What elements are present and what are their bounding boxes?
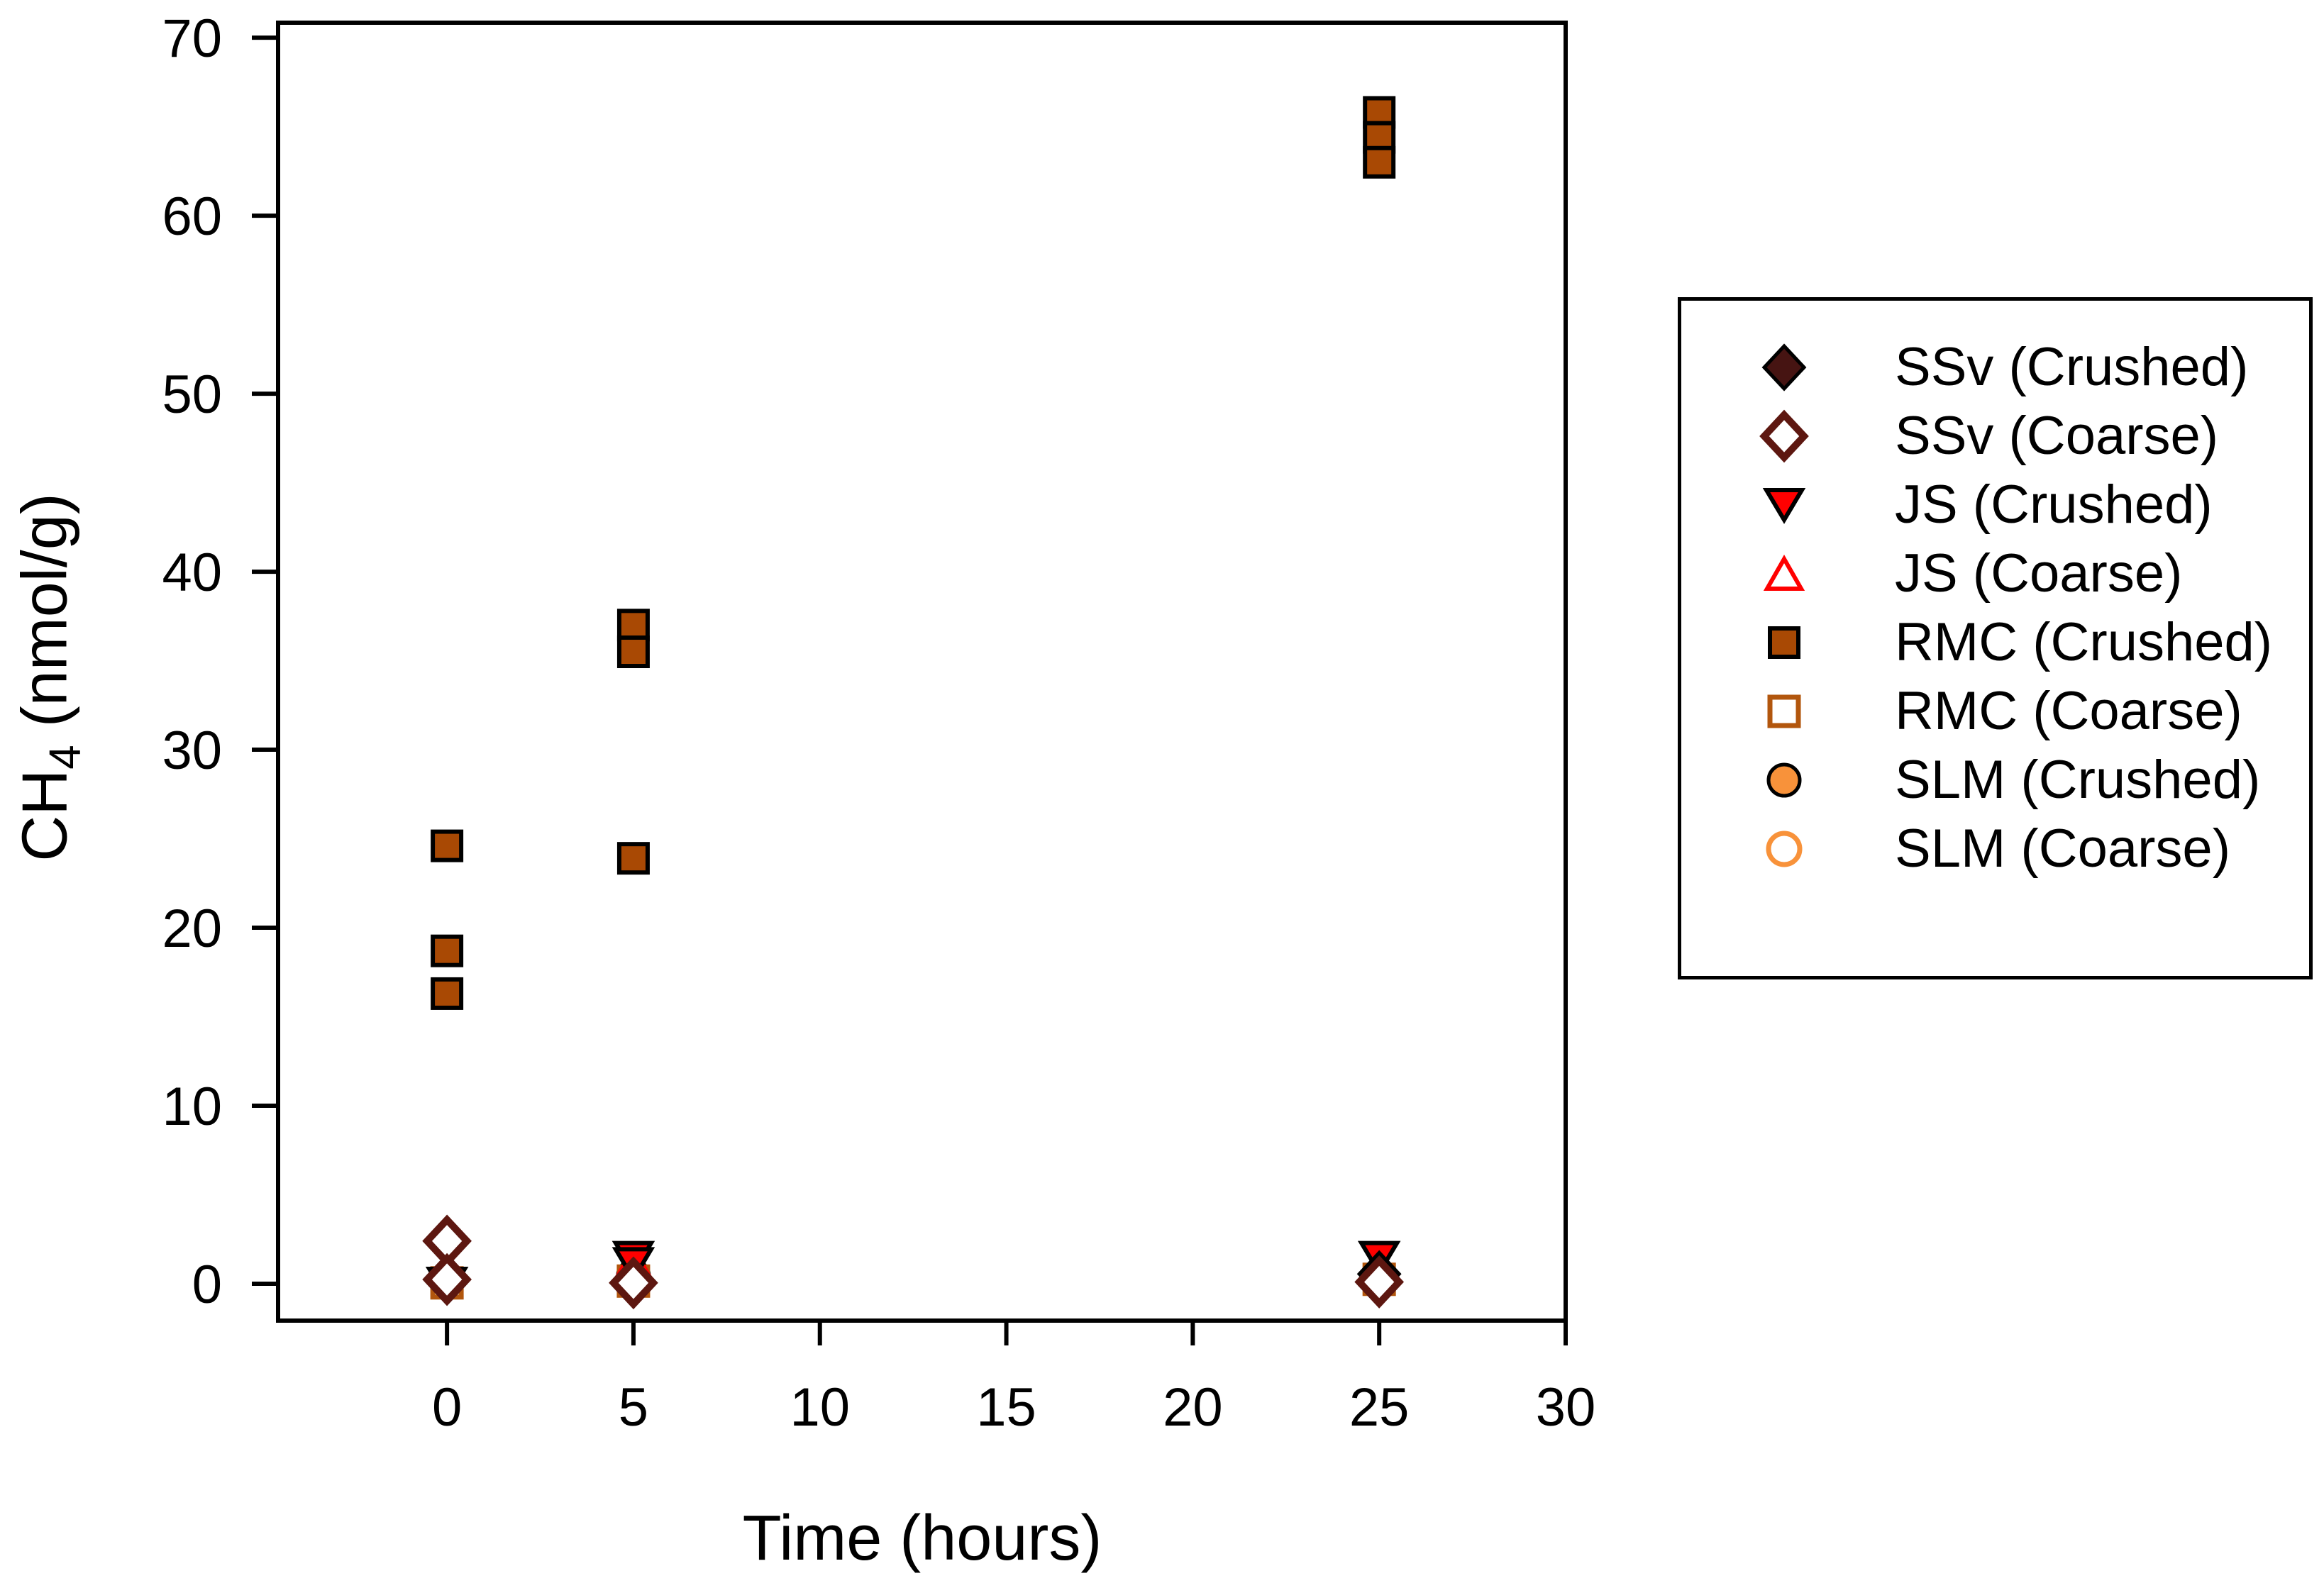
y-tick-label: 70 bbox=[162, 9, 222, 69]
y-tick-label: 50 bbox=[162, 365, 222, 425]
legend-rmc-crushed-marker bbox=[1768, 626, 1800, 659]
legend-label: SLM (Coarse) bbox=[1895, 818, 2230, 879]
legend-ssv-coarse-marker bbox=[1759, 409, 1809, 462]
x-tick-label: 30 bbox=[1536, 1377, 1596, 1438]
data-point-rmc-crushed bbox=[616, 609, 650, 642]
x-tick-label: 0 bbox=[432, 1377, 462, 1438]
open-square-icon bbox=[1767, 694, 1801, 728]
x-tick-label: 20 bbox=[1163, 1377, 1223, 1438]
legend-item-slm-crushed: SLM (Crushed) bbox=[1681, 745, 2309, 814]
y-tick-label: 10 bbox=[162, 1077, 222, 1137]
legend-item-rmc-crushed: RMC (Crushed) bbox=[1681, 608, 2309, 677]
open-circle-icon bbox=[1766, 831, 1803, 867]
filled-diamond-icon bbox=[1761, 343, 1807, 392]
series-ssv-coarse bbox=[422, 1214, 1405, 1310]
filled-square-icon bbox=[1768, 626, 1800, 659]
x-tick-label: 15 bbox=[976, 1377, 1036, 1438]
open-triangle-up-icon bbox=[1763, 554, 1805, 591]
x-axis-title: Time (hours) bbox=[742, 1503, 1102, 1574]
data-point-rmc-crushed bbox=[431, 829, 464, 862]
legend-js-crushed-marker bbox=[1762, 487, 1806, 524]
data-point-rmc-crushed bbox=[431, 977, 464, 1010]
y-tick-label: 30 bbox=[162, 721, 222, 781]
x-tick-label: 5 bbox=[619, 1377, 648, 1438]
legend-item-js-coarse: JS (Coarse) bbox=[1681, 539, 2309, 608]
legend-js-coarse-marker bbox=[1763, 554, 1805, 591]
legend-label: SSv (Coarse) bbox=[1895, 406, 2219, 466]
legend-item-ssv-crushed: SSv (Crushed) bbox=[1681, 333, 2309, 401]
series-ssv-crushed bbox=[424, 1250, 1402, 1308]
data-point-ssv-coarse bbox=[422, 1253, 472, 1306]
data-point-ssv-coarse bbox=[609, 1256, 658, 1310]
legend-ssv-crushed-marker bbox=[1761, 343, 1807, 392]
plot-frame bbox=[276, 21, 1568, 1323]
y-tick-label: 40 bbox=[162, 543, 222, 603]
legend-item-ssv-coarse: SSv (Coarse) bbox=[1681, 401, 2309, 470]
series-rmc-coarse bbox=[430, 1262, 1396, 1300]
legend-item-js-crushed: JS (Crushed) bbox=[1681, 470, 2309, 539]
legend-label: JS (Coarse) bbox=[1895, 543, 2183, 604]
y-axis-title-prefix: CH bbox=[9, 769, 81, 862]
legend-label: SSv (Crushed) bbox=[1895, 337, 2249, 397]
legend-slm-crushed-marker bbox=[1766, 762, 1802, 797]
legend-label: SLM (Crushed) bbox=[1895, 750, 2261, 810]
series-rmc-crushed bbox=[431, 96, 1396, 1010]
legend-rmc-coarse-marker bbox=[1767, 694, 1801, 728]
y-axis-title: CH4 (nmol/g) bbox=[9, 493, 91, 862]
y-axis-title-subscript: 4 bbox=[40, 745, 90, 770]
legend-label: JS (Crushed) bbox=[1895, 474, 2213, 535]
data-point-ssv-coarse bbox=[1354, 1255, 1405, 1309]
y-axis-title-suffix: (nmol/g) bbox=[9, 493, 81, 745]
legend-label: RMC (Coarse) bbox=[1895, 681, 2242, 741]
y-tick-label: 20 bbox=[162, 899, 222, 959]
data-point-rmc-crushed bbox=[1363, 145, 1396, 179]
data-point-rmc-crushed bbox=[616, 635, 650, 669]
legend: SSv (Crushed) SSv (Coarse) JS (Crushed) … bbox=[1678, 297, 2313, 979]
legend-label: RMC (Crushed) bbox=[1895, 612, 2273, 672]
legend-item-rmc-coarse: RMC (Coarse) bbox=[1681, 677, 2309, 745]
data-point-rmc-crushed bbox=[616, 842, 650, 875]
open-diamond-icon bbox=[1759, 409, 1809, 462]
x-tick-label: 10 bbox=[790, 1377, 850, 1438]
y-tick-label: 0 bbox=[192, 1255, 222, 1315]
y-tick-label: 60 bbox=[162, 187, 222, 247]
legend-slm-coarse-marker bbox=[1766, 831, 1803, 867]
filled-circle-icon bbox=[1766, 762, 1802, 797]
data-point-rmc-crushed bbox=[431, 934, 464, 967]
legend-item-slm-coarse: SLM (Coarse) bbox=[1681, 814, 2309, 883]
x-tick-label: 25 bbox=[1349, 1377, 1410, 1438]
filled-triangle-down-icon bbox=[1762, 487, 1806, 524]
series-js-crushed bbox=[425, 1240, 1401, 1303]
